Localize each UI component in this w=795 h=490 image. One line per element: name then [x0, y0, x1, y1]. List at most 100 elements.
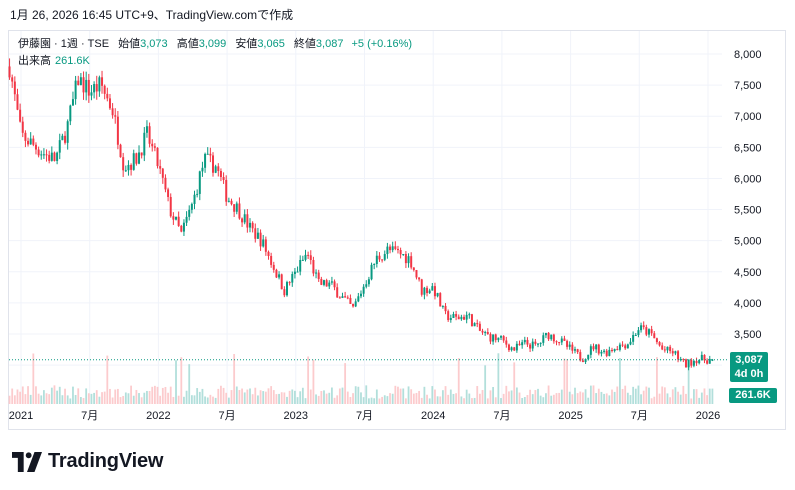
candle-body	[21, 121, 24, 133]
brand-name: TradingView	[48, 450, 164, 472]
volume-bar	[542, 397, 545, 404]
candle-body	[470, 314, 473, 327]
candle-body	[53, 152, 56, 161]
candle-body	[394, 246, 397, 249]
volume-value: 261.6K	[55, 55, 90, 67]
volume-bar	[262, 391, 265, 404]
volume-bar	[35, 386, 37, 404]
candle-body	[484, 332, 487, 334]
candle-body	[455, 314, 458, 317]
volume-bar	[642, 390, 645, 404]
candle-body	[700, 354, 703, 361]
candle-body	[410, 256, 413, 268]
candle-body	[140, 152, 143, 156]
candle-body	[172, 216, 175, 220]
volume-bar	[53, 385, 56, 404]
volume-bar	[563, 358, 566, 404]
candle-body	[45, 154, 48, 156]
volume-bar	[534, 390, 537, 404]
candle-body	[238, 203, 241, 219]
candle-body	[663, 349, 666, 351]
volume-bar	[312, 359, 315, 404]
candle-body	[61, 135, 64, 141]
candle-body	[439, 293, 442, 307]
volume-bar	[32, 353, 35, 404]
candle-body	[386, 246, 389, 255]
symbol-label[interactable]: 伊藤園 · 1週 · TSE	[18, 38, 110, 50]
volume-bar	[294, 390, 296, 404]
volume-bar	[185, 390, 188, 404]
candle-body	[148, 126, 151, 144]
candle-body	[153, 146, 156, 148]
volume-bar	[420, 397, 423, 404]
candle-body	[336, 287, 339, 298]
volume-bar	[98, 396, 101, 404]
volume-bar	[156, 386, 159, 404]
candle-body	[11, 77, 14, 82]
candle-body	[412, 267, 415, 271]
candle-body	[523, 339, 526, 343]
volume-bar	[426, 394, 428, 404]
candle-body	[249, 222, 251, 228]
candle-body	[669, 346, 672, 352]
volume-bar	[249, 388, 251, 404]
volume-bar	[626, 392, 629, 404]
candle-body	[8, 66, 11, 78]
candle-body	[560, 338, 563, 343]
volume-bar	[428, 398, 431, 404]
candle-body	[161, 168, 164, 178]
tradingview-brand[interactable]: TradingView	[12, 450, 163, 473]
low-label: 安値	[235, 38, 258, 50]
candle-body	[571, 344, 574, 351]
volume-bar	[648, 387, 650, 404]
candle-body	[632, 335, 635, 342]
candle-body	[645, 327, 648, 335]
volume-bar	[124, 392, 127, 404]
volume-bar	[444, 386, 447, 404]
volume-bar	[336, 395, 339, 404]
volume-bar	[669, 397, 672, 404]
candle-body	[77, 80, 80, 86]
volume-bar	[153, 385, 156, 404]
volume-legend: 出来高 261.6K	[18, 52, 90, 68]
candle-body	[138, 152, 141, 164]
open-value: 3,073	[140, 38, 168, 50]
volume-bar	[484, 365, 487, 404]
volume-bar	[188, 364, 191, 404]
candle-body	[222, 177, 225, 180]
candle-body	[426, 287, 429, 294]
candle-body	[367, 279, 370, 285]
candle-body	[69, 105, 72, 122]
candle-body	[441, 305, 444, 307]
candle-body	[552, 334, 555, 342]
volume-bar	[159, 395, 162, 404]
candle-body	[616, 349, 619, 351]
candle-body	[27, 140, 30, 145]
volume-bar	[661, 386, 664, 404]
candle-body	[476, 323, 479, 325]
volume-bar	[204, 396, 206, 404]
volume-bar	[119, 397, 122, 404]
volume-bar	[45, 393, 48, 404]
volume-bar	[690, 398, 693, 404]
candle-body	[108, 98, 111, 109]
volume-bar	[48, 394, 51, 404]
volume-bar	[434, 389, 436, 404]
candle-body	[600, 351, 603, 354]
candle-body	[243, 214, 246, 223]
volume-bar	[19, 391, 22, 404]
x-tick-label: 2026	[696, 410, 720, 422]
candle-body	[703, 354, 706, 361]
candle-body	[230, 200, 233, 205]
volume-bar	[8, 395, 11, 404]
candle-body	[402, 254, 405, 256]
volume-bar	[138, 393, 140, 404]
candle-body	[299, 259, 302, 272]
volume-bar	[257, 395, 259, 404]
candle-body	[288, 282, 291, 284]
volume-bar	[169, 386, 172, 404]
volume-bar	[441, 390, 444, 404]
candle-body	[463, 316, 466, 320]
volume-bar	[476, 386, 479, 404]
